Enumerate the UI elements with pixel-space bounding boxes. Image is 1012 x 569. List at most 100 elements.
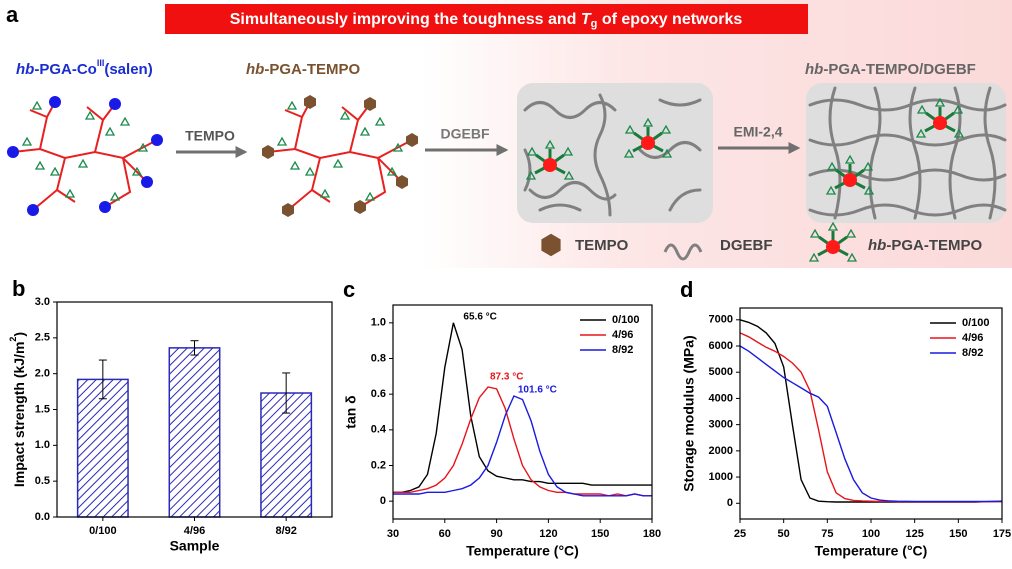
use [406,133,418,147]
y-tick-label: 6000 [709,340,733,352]
use [304,95,316,109]
y-tick-label: 3.0 [35,296,50,308]
text: -PGA-Co [34,61,97,78]
legend-label: DGEBF [720,237,773,254]
x-axis-label: Temperature (°C) [815,543,928,559]
y-tick-label: 0.8 [371,352,386,364]
legend-label: TEMPO [575,237,629,254]
y-axis-label: Storage modulus (MPa) [681,335,697,491]
panel-letter: a [6,2,19,27]
rect [806,83,1006,223]
panel-letter: b [12,276,25,301]
y-tick-label: 0 [380,495,386,507]
y-axis-label: tan δ [343,395,359,428]
y-tick-label: 1.5 [35,403,50,415]
x-axis-label: Sample [170,538,220,554]
panel-letter: d [680,277,693,302]
use [13,102,157,210]
use [262,145,274,159]
y-tick-label: 0.5 [35,475,50,487]
plot-frame [739,307,1003,520]
text: of epoxy networks [597,11,742,28]
network-box [806,83,1007,223]
blend-box [517,83,713,223]
legend-label: 4/96 [612,329,633,341]
y-tick-label: 2.5 [35,332,50,344]
line [739,345,1002,503]
y-tick-label: 1000 [709,471,733,483]
circle [109,98,121,110]
circle [27,204,39,216]
text: (salen) [104,61,152,78]
y-tick-label: 0.2 [371,459,386,471]
y-tick-label: 1.0 [35,439,50,451]
y-tick-label: 4000 [709,392,733,404]
text: -PGA-TEMPO [264,61,360,78]
x-tick-label: 60 [439,528,451,540]
annotation: 87.3 °C [490,372,523,383]
path [523,93,702,217]
line [393,322,652,493]
text: hb [246,61,264,78]
text: Simultaneously improving the toughness a… [230,11,581,28]
y-tick-label: 1.0 [371,317,386,329]
arrow-label: EMI-2,4 [733,124,782,140]
x-tick-label: 150 [949,528,967,540]
banner-text: Simultaneously improving the toughness a… [230,11,743,30]
text: III [97,58,105,68]
x-tick-label: 90 [490,528,502,540]
annotation: 65.6 °C [463,311,496,322]
circle [99,201,111,213]
circle [7,146,19,158]
x-tick-label: 100 [862,528,880,540]
x-tick-label: 50 [778,528,790,540]
y-tick-label: 2.0 [35,368,50,380]
x-tick-label: 75 [821,528,833,540]
plot-frame [392,304,653,520]
legend-label: 0/100 [962,317,990,329]
x-tick-label: 4/96 [184,525,205,537]
y-axis-label: Impact strength (kJ/m2) [8,332,26,487]
legend-label: hb-PGA-TEMPO [868,237,982,254]
legend-label: 0/100 [612,314,640,326]
y-tick-label: 7000 [709,314,733,326]
text: hb [868,237,886,254]
x-tick-label: 180 [643,528,661,540]
path [808,86,1007,220]
x-tick-label: 0/100 [89,525,117,537]
y-tick-label: 0.0 [35,511,50,523]
text: -PGA-TEMPO [886,237,982,254]
bar [76,378,129,518]
text: T [581,11,592,28]
banner [165,4,808,34]
text: 2 [8,337,18,342]
structure-label: hb-PGA-TEMPO/DGEBF [805,61,976,78]
circle [141,176,153,188]
y-tick-label: 2000 [709,445,733,457]
x-tick-label: 25 [734,528,746,540]
legend-label: 4/96 [962,332,983,344]
y-tick-label: 3000 [709,419,733,431]
text: -PGA-TEMPO/DGEBF [823,61,976,78]
legend-label: 8/92 [612,344,633,356]
x-tick-label: 175 [993,528,1011,540]
text: hb [805,61,823,78]
plot-frame [56,301,333,518]
x-tick-label: 30 [387,528,399,540]
line [393,395,652,497]
y-tick-label: 5000 [709,366,733,378]
y-tick-label: 0.4 [371,424,387,436]
y-tick-label: 0.6 [371,388,386,400]
use [282,203,294,217]
x-tick-label: 120 [539,528,557,540]
polymer [7,96,163,216]
text: hb [16,61,34,78]
arrow-label: DGEBF [441,126,490,142]
panel-letter: c [343,277,355,302]
structure-label: hb-PGA-CoIII(salen) [16,58,153,78]
annotation: 101.6 °C [518,385,557,396]
y-tick-label: 0 [727,497,733,509]
polymer [262,95,418,217]
text: ) [11,332,27,337]
